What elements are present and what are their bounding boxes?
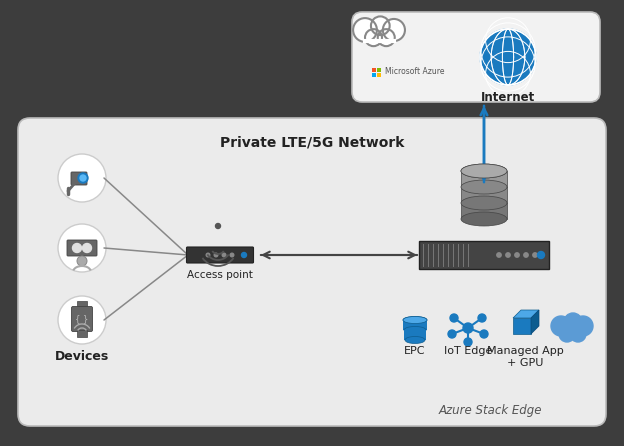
Circle shape xyxy=(58,296,106,344)
Polygon shape xyxy=(513,310,539,318)
Bar xyxy=(403,320,427,330)
Circle shape xyxy=(480,29,536,85)
Circle shape xyxy=(215,223,220,228)
Text: Managed App
+ GPU: Managed App + GPU xyxy=(487,346,563,368)
Bar xyxy=(377,73,381,77)
FancyBboxPatch shape xyxy=(365,34,394,41)
Text: Microsoft Azure: Microsoft Azure xyxy=(385,67,444,77)
Circle shape xyxy=(464,338,472,346)
Bar xyxy=(372,73,376,77)
Circle shape xyxy=(214,253,218,257)
Text: { }: { } xyxy=(76,314,89,323)
Circle shape xyxy=(206,253,210,257)
Circle shape xyxy=(573,316,593,336)
Circle shape xyxy=(524,253,528,257)
Bar xyxy=(77,301,87,308)
Circle shape xyxy=(564,313,582,331)
Bar xyxy=(461,171,507,187)
FancyBboxPatch shape xyxy=(561,330,583,336)
Ellipse shape xyxy=(461,212,507,226)
Circle shape xyxy=(78,173,88,183)
Circle shape xyxy=(378,29,395,46)
Circle shape xyxy=(365,29,382,46)
FancyBboxPatch shape xyxy=(67,240,97,256)
Ellipse shape xyxy=(461,180,507,194)
FancyBboxPatch shape xyxy=(18,118,606,426)
Circle shape xyxy=(533,253,537,257)
Circle shape xyxy=(353,18,377,42)
Ellipse shape xyxy=(405,336,425,343)
FancyBboxPatch shape xyxy=(72,306,92,331)
Ellipse shape xyxy=(404,326,426,334)
Circle shape xyxy=(551,316,571,336)
Text: Private LTE/5G Network: Private LTE/5G Network xyxy=(220,136,404,150)
Text: Internet: Internet xyxy=(481,91,535,104)
Bar xyxy=(461,203,507,219)
Circle shape xyxy=(222,253,226,257)
Text: Access point: Access point xyxy=(187,270,253,280)
Circle shape xyxy=(497,253,501,257)
FancyBboxPatch shape xyxy=(187,247,253,263)
Circle shape xyxy=(450,314,458,322)
Circle shape xyxy=(559,326,575,342)
Text: Azure Stack Edge: Azure Stack Edge xyxy=(438,404,542,417)
Circle shape xyxy=(371,17,389,35)
Circle shape xyxy=(570,326,586,342)
Polygon shape xyxy=(513,318,531,334)
Circle shape xyxy=(383,19,405,41)
Circle shape xyxy=(506,253,510,257)
Bar xyxy=(372,68,376,72)
FancyBboxPatch shape xyxy=(71,172,87,185)
Circle shape xyxy=(537,252,545,259)
Circle shape xyxy=(480,330,488,338)
Text: Devices: Devices xyxy=(55,350,109,363)
Polygon shape xyxy=(531,310,539,334)
Bar xyxy=(461,187,507,203)
Circle shape xyxy=(82,244,92,252)
Circle shape xyxy=(77,256,87,266)
Bar xyxy=(377,68,381,72)
Circle shape xyxy=(58,154,106,202)
Ellipse shape xyxy=(403,317,427,323)
Circle shape xyxy=(72,244,82,252)
Bar xyxy=(404,330,426,340)
Circle shape xyxy=(448,330,456,338)
FancyBboxPatch shape xyxy=(352,12,600,102)
Circle shape xyxy=(478,314,486,322)
Circle shape xyxy=(80,175,86,181)
Bar xyxy=(77,330,87,337)
Bar xyxy=(419,241,549,269)
Ellipse shape xyxy=(403,317,427,323)
Ellipse shape xyxy=(461,196,507,210)
Circle shape xyxy=(241,252,246,257)
Circle shape xyxy=(58,224,106,272)
Text: EPC: EPC xyxy=(404,346,426,356)
Ellipse shape xyxy=(461,164,507,178)
Circle shape xyxy=(515,253,519,257)
Ellipse shape xyxy=(461,164,507,178)
Circle shape xyxy=(463,323,473,333)
Text: IoT Edge: IoT Edge xyxy=(444,346,492,356)
Circle shape xyxy=(230,253,234,257)
